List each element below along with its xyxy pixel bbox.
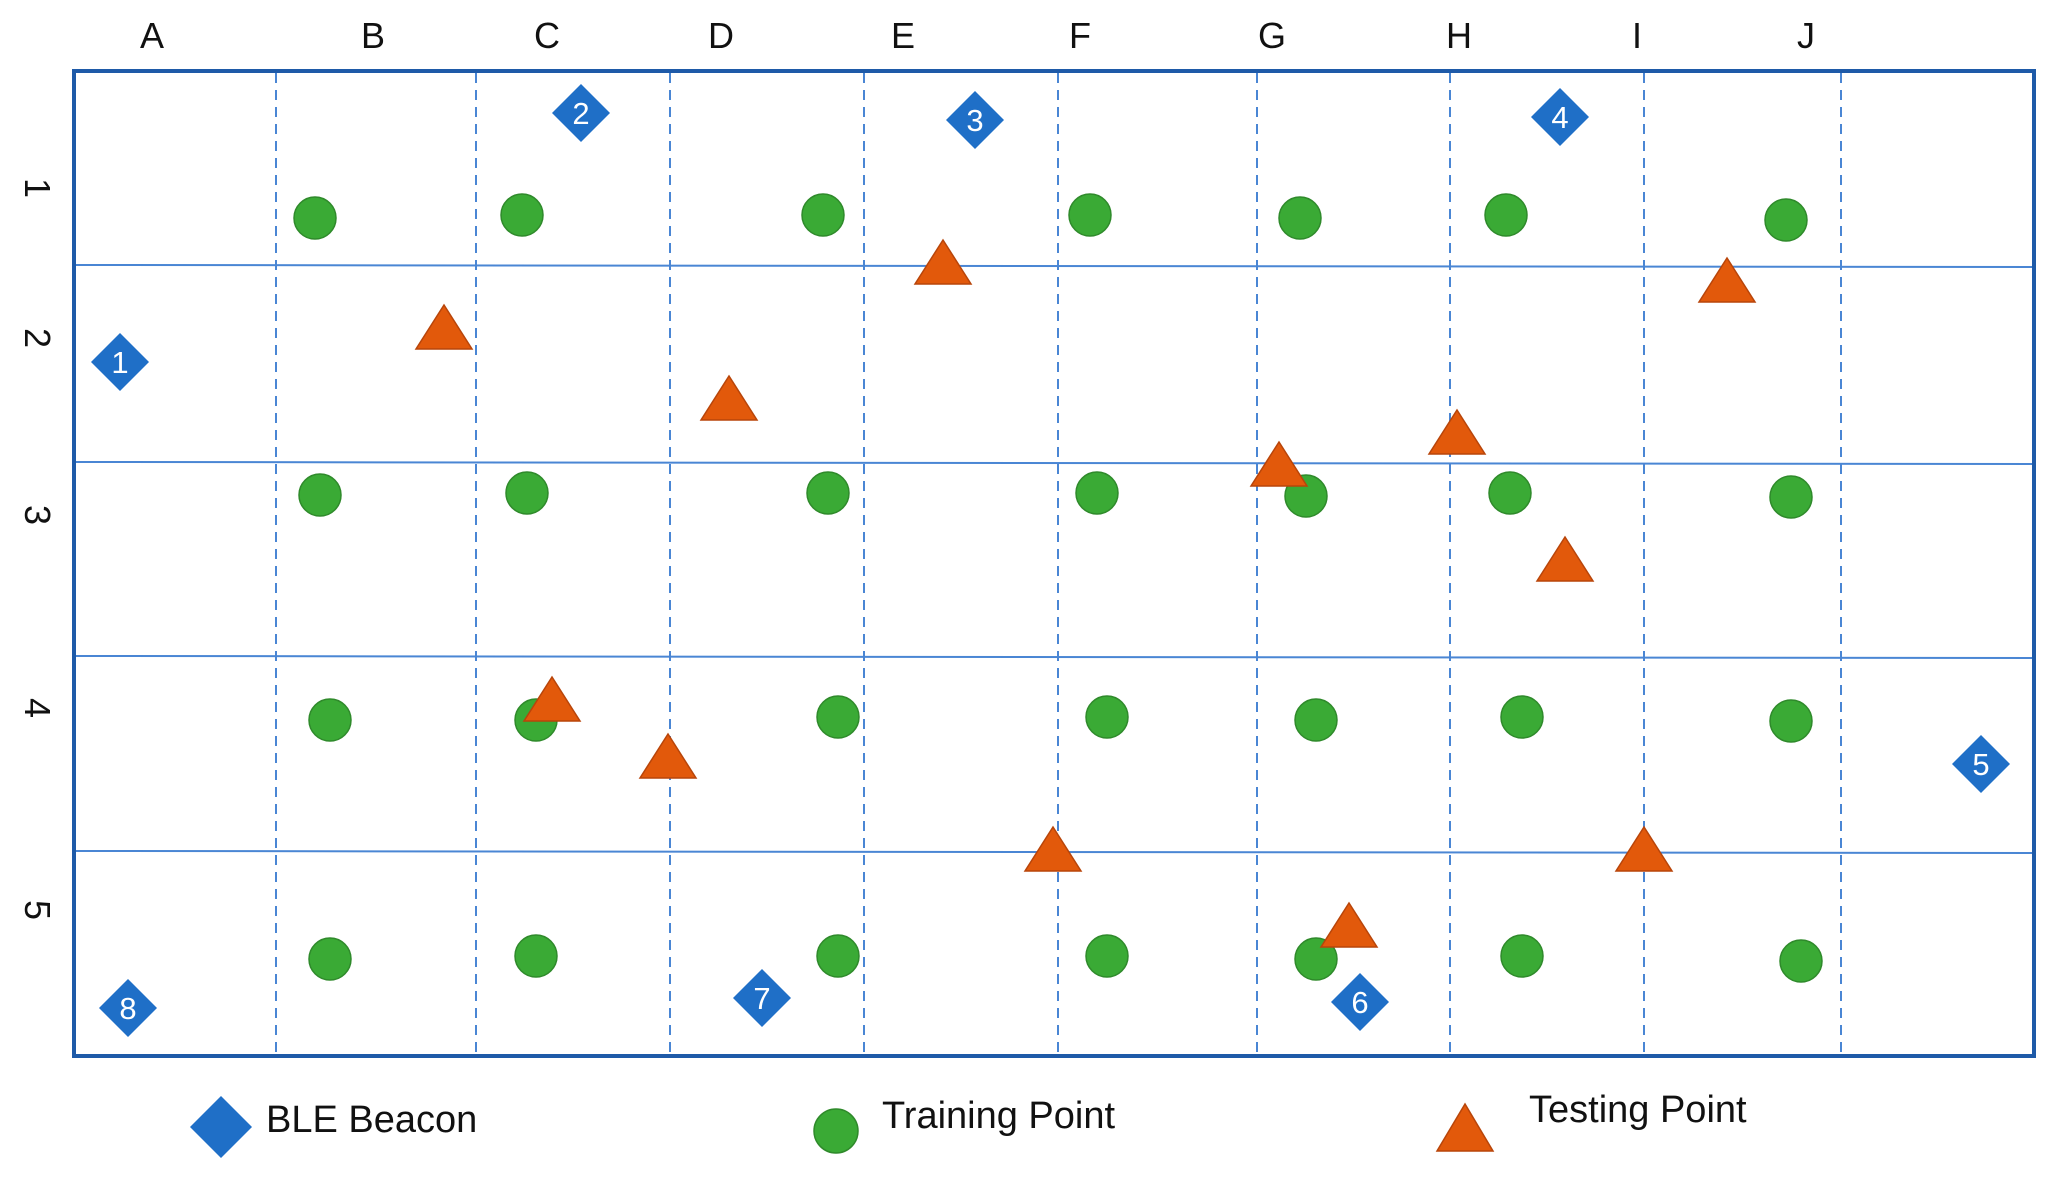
training-point (816, 934, 860, 978)
column-label: A (140, 15, 164, 56)
legend-training-icon (813, 1108, 859, 1154)
training-point (801, 193, 845, 237)
training-point (1779, 939, 1823, 983)
legend-item-testing: Testing Point (1435, 1089, 1747, 1152)
testing-point (1249, 440, 1309, 487)
column-label: E (891, 15, 915, 56)
training-point (806, 471, 850, 515)
ble-beacon: 5 (1952, 735, 2010, 793)
legend-testing-icon (1435, 1102, 1495, 1152)
training-point (1294, 698, 1338, 742)
testing-point (1535, 535, 1595, 582)
legend-beacon-icon (190, 1096, 252, 1158)
training-point (1500, 934, 1544, 978)
legend-item-beacon: BLE Beacon (190, 1096, 477, 1158)
testing-point (1427, 408, 1487, 455)
column-label: F (1069, 15, 1091, 56)
training-points (293, 193, 1823, 983)
grid-line-horizontal (74, 655, 2033, 659)
column-labels: A B C D E F G H I J (140, 15, 1815, 56)
ble-beacon: 3 (946, 91, 1004, 149)
beacon-label: 2 (572, 96, 589, 131)
ble-beacon: 6 (1331, 973, 1389, 1031)
grid-line-horizontal (74, 461, 2033, 465)
row-label: 4 (17, 698, 58, 718)
legend-item-training: Training Point (813, 1095, 1115, 1154)
beacon-label: 1 (111, 345, 128, 380)
legend-testing-label: Testing Point (1529, 1089, 1747, 1131)
horizontal-grid-lines (74, 264, 2033, 854)
beacon-label: 6 (1351, 985, 1368, 1020)
training-point (293, 196, 337, 240)
row-label: 3 (17, 505, 58, 525)
floor-area-frame (72, 69, 2036, 1058)
row-labels: 1 2 3 4 5 (17, 178, 58, 920)
testing-point (1614, 825, 1674, 872)
training-point (308, 698, 352, 742)
testing-point (414, 303, 474, 350)
beacon-label: 3 (966, 103, 983, 138)
training-point (1488, 471, 1532, 515)
testing-point (638, 732, 698, 779)
ble-beacon: 2 (552, 84, 610, 142)
training-point (514, 934, 558, 978)
beacon-label: 5 (1972, 747, 1989, 782)
grid-line-horizontal (74, 264, 2033, 268)
row-label: 2 (17, 328, 58, 348)
testing-point (1319, 901, 1379, 948)
training-point (1085, 695, 1129, 739)
column-label: J (1797, 15, 1815, 56)
row-label: 5 (17, 900, 58, 920)
beacon-label: 7 (753, 981, 770, 1016)
training-point (1769, 699, 1813, 743)
column-label: H (1446, 15, 1472, 56)
vertical-grid-lines (275, 73, 1842, 1055)
beacon-label: 4 (1551, 100, 1568, 135)
row-label: 1 (17, 178, 58, 198)
ble-beacons: 1 2 3 4 5 6 7 8 (91, 84, 2010, 1037)
column-label: G (1258, 15, 1286, 56)
testing-points (414, 238, 1757, 948)
ble-beacon: 7 (733, 969, 791, 1027)
training-point (816, 695, 860, 739)
column-label: I (1632, 15, 1642, 56)
training-point (505, 471, 549, 515)
training-point (308, 937, 352, 981)
training-point (1500, 695, 1544, 739)
legend-training-label: Training Point (882, 1095, 1115, 1137)
ble-beacon: 4 (1531, 88, 1589, 146)
training-point (298, 473, 342, 517)
column-label: C (534, 15, 560, 56)
legend-beacon-label: BLE Beacon (266, 1099, 477, 1141)
testing-point (913, 238, 973, 285)
testing-point (699, 374, 759, 421)
testing-point (1697, 256, 1757, 303)
training-point (1769, 475, 1813, 519)
training-point (1068, 193, 1112, 237)
beacon-label: 8 (119, 991, 136, 1026)
training-point (1484, 193, 1528, 237)
legend: BLE Beacon Training Point Testing Point (190, 1089, 1747, 1158)
training-point (1278, 196, 1322, 240)
testing-point (522, 675, 582, 722)
column-label: D (708, 15, 734, 56)
training-point (1085, 934, 1129, 978)
column-label: B (361, 15, 385, 56)
ble-beacon: 8 (99, 979, 157, 1037)
training-point (1294, 937, 1338, 981)
training-point (1764, 198, 1808, 242)
training-point (1075, 471, 1119, 515)
ble-beacon: 1 (91, 333, 149, 391)
testing-point (1023, 825, 1083, 872)
training-point (500, 193, 544, 237)
